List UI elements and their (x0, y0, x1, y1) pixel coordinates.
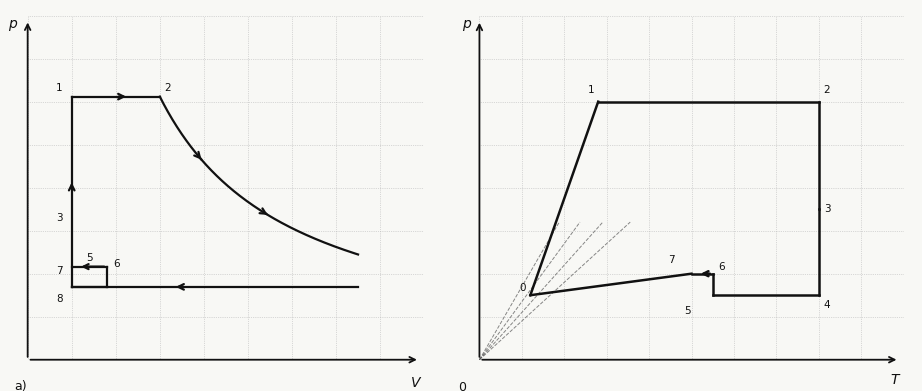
Text: 7: 7 (668, 255, 675, 265)
Text: 1: 1 (587, 85, 594, 95)
Text: V: V (410, 376, 420, 390)
Text: a): a) (15, 380, 27, 391)
Text: p: p (462, 17, 471, 31)
Text: 6: 6 (718, 262, 725, 271)
Text: 0: 0 (458, 381, 467, 391)
Text: T: T (891, 373, 899, 387)
Text: 2: 2 (164, 83, 171, 93)
Text: 3: 3 (56, 213, 63, 223)
Text: 5: 5 (684, 306, 691, 316)
Text: 1: 1 (56, 83, 63, 93)
Text: 6: 6 (113, 258, 120, 269)
Text: 5: 5 (86, 253, 92, 263)
Text: 4: 4 (824, 300, 831, 310)
Text: 2: 2 (823, 85, 830, 95)
Text: 3: 3 (824, 204, 831, 214)
Text: 0: 0 (520, 283, 526, 293)
Text: 7: 7 (56, 265, 63, 276)
Text: p: p (8, 17, 17, 31)
Text: 8: 8 (56, 294, 63, 304)
